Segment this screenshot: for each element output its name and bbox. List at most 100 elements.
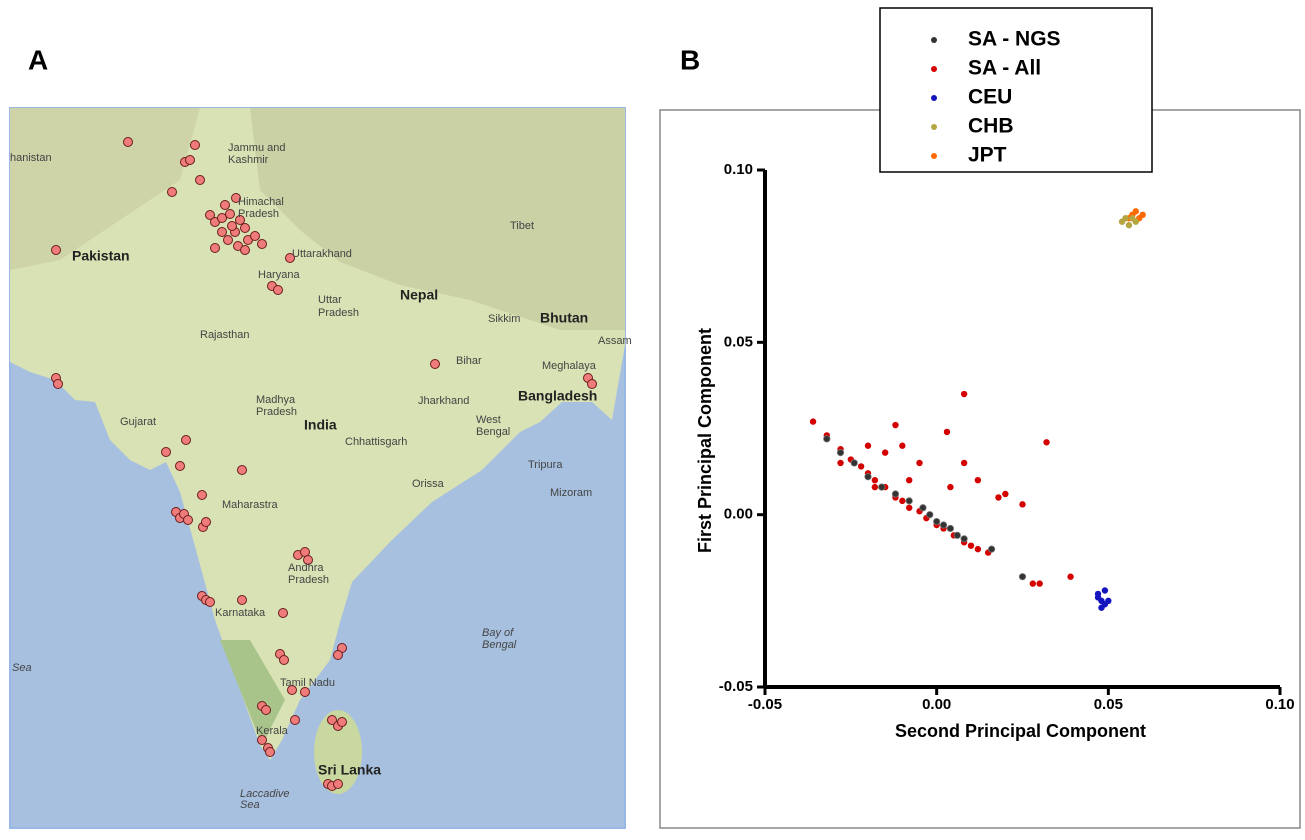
point [987,545,996,553]
map-label: Tamil Nadu [280,677,335,689]
map-label: Karnataka [215,607,266,619]
map-label: Himachal [238,196,284,208]
point [864,442,872,449]
ghats [220,640,285,745]
point [864,473,872,481]
point [823,435,831,443]
point [933,517,941,526]
sample-site [257,735,267,745]
sample-site [161,447,171,457]
sample-site [250,231,260,241]
map-label: Andhra [288,562,324,574]
point [1029,580,1037,587]
map-label: Bhutan [540,310,588,326]
sample-site [231,193,241,203]
legend-marker [931,66,937,72]
sample-site [185,155,195,165]
sample-site [205,210,215,220]
point [1094,590,1102,598]
map-label: Haryana [258,269,300,281]
sample-site [285,253,295,263]
point [1132,218,1140,225]
point [960,390,968,398]
point [906,504,913,511]
map-label: Jammu and [228,142,285,154]
sample-site [237,465,247,475]
map-label: Pakistan [72,248,130,264]
point [995,494,1002,501]
point [871,477,879,484]
point [1101,587,1109,594]
sample-site [273,285,283,295]
map-label: Bihar [456,355,482,367]
sample-site [190,140,200,150]
point [1125,221,1133,229]
point [946,524,955,533]
point [974,477,982,484]
sample-site [217,213,227,223]
sample-site [290,715,300,725]
legend-label: SA - NGS [968,28,1061,51]
panel-label: B [680,44,700,75]
sample-site [287,685,297,695]
sample-site [237,595,247,605]
map-label: Uttar [318,294,342,306]
map-label: Jharkhand [418,395,469,407]
legend-marker [931,37,937,43]
point [850,459,858,467]
point [905,497,913,505]
sample-site [278,608,288,618]
map-label: Orissa [412,478,445,490]
map-label: Sea [240,799,260,811]
point [967,542,975,549]
legend-label: JPT [968,144,1007,167]
map-label: Tripura [528,459,563,471]
point [1122,215,1129,222]
point [878,483,886,491]
sample-site [240,223,250,233]
x-tick-label: -0.05 [748,696,782,713]
legend-label: CHB [968,115,1014,138]
sample-site [205,597,215,607]
sample-site [430,359,440,369]
sample-site [53,379,63,389]
sample-site [265,747,275,757]
sample-site [217,227,227,237]
map-label: Mizoram [550,487,592,499]
legend [879,7,1153,173]
point [960,535,968,543]
map-label: Meghalaya [542,360,597,372]
sample-site [223,235,233,245]
sample-site [167,187,177,197]
point [809,418,817,425]
map-label: Pradesh [256,406,297,418]
sample-site [333,779,343,789]
sample-site [303,555,313,565]
sample-site [587,379,597,389]
map-label: Pradesh [238,208,279,220]
sample-site [210,243,220,253]
point [891,490,900,498]
highlands [250,108,625,330]
sample-site [197,490,207,500]
sample-site [337,717,347,727]
point [1067,573,1074,580]
point [1132,208,1140,215]
sample-site [225,209,235,219]
map-label: Maharastra [222,499,279,511]
map-label: West [476,414,501,426]
sample-site [175,461,185,471]
point [1098,604,1105,611]
y-tick-label: 0.05 [724,333,753,350]
sample-site [51,245,61,255]
map-label: Bay of [482,627,514,639]
map-label: Bengal [482,639,517,651]
sample-site [261,705,271,715]
legend-marker [931,124,937,130]
sample-site [235,215,245,225]
point [1139,211,1146,219]
map-label: Pradesh [318,307,359,319]
point [892,421,899,429]
legend-label: CEU [968,86,1012,109]
